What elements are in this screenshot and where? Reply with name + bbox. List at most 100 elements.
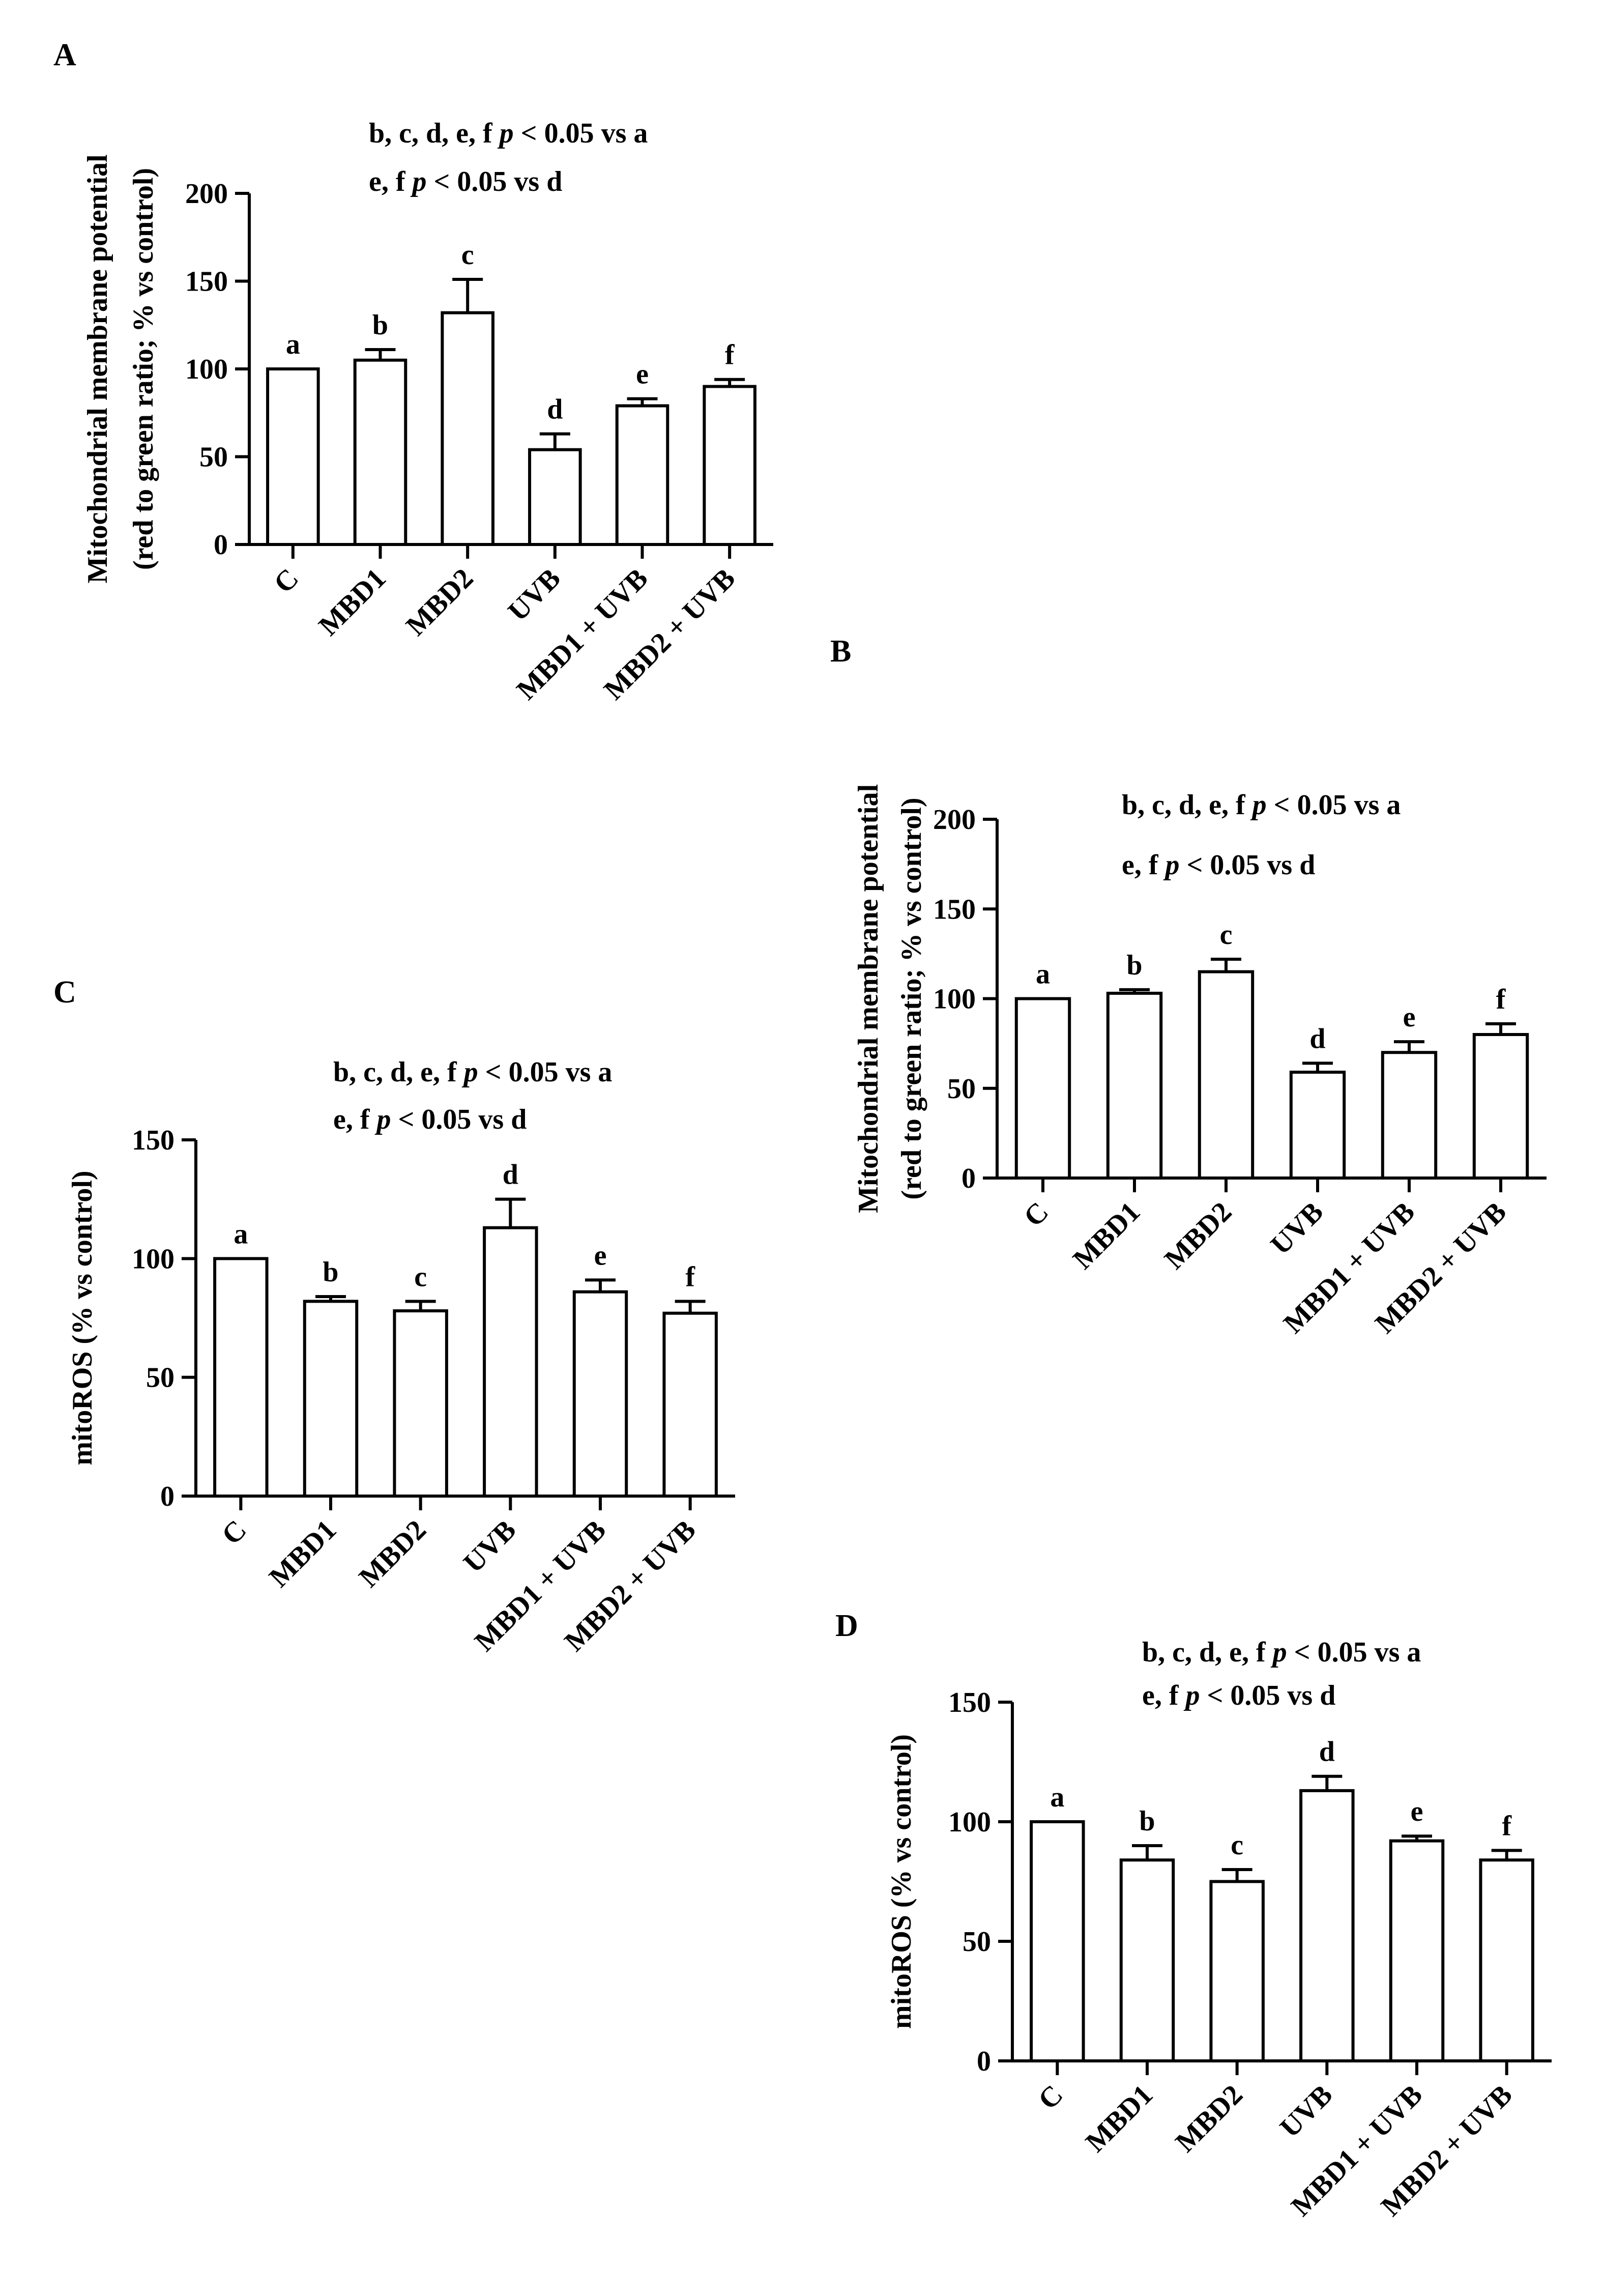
bar bbox=[1389, 1839, 1445, 2063]
panel-d: Db, c, d, e, f p < 0.05 vs a e, f p < 0.0… bbox=[835, 1609, 1552, 2222]
bar-letter: c bbox=[414, 1261, 427, 1293]
y-tick-label: 200 bbox=[185, 178, 228, 210]
bar bbox=[615, 404, 669, 546]
significance-note: b, c, d, e, f p < 0.05 vs a bbox=[369, 118, 648, 149]
y-tick-label: 50 bbox=[947, 1073, 976, 1105]
bar bbox=[441, 311, 494, 546]
bar bbox=[572, 1290, 628, 1498]
x-tick-label: C bbox=[1032, 2079, 1069, 2115]
y-axis-label: Mitochondrial membrane potential bbox=[82, 154, 113, 583]
bar-letter: d bbox=[1319, 1736, 1335, 1768]
panel-letter: D bbox=[835, 1609, 858, 1643]
bar bbox=[353, 358, 407, 546]
x-tick-label: MBD1 bbox=[263, 1514, 342, 1593]
y-tick-label: 50 bbox=[146, 1362, 174, 1394]
x-tick-label: MBD2 bbox=[400, 562, 479, 642]
y-axis-label: Mitochondrial membrane potential bbox=[853, 784, 884, 1213]
y-axis-label: (red to green ratio; % vs control) bbox=[128, 168, 159, 570]
panel-letter: B bbox=[830, 634, 851, 669]
bar-letter: e bbox=[1403, 1001, 1416, 1033]
panel-letter: A bbox=[53, 38, 76, 72]
panel-c: Cb, c, d, e, f p < 0.05 vs a e, f p < 0.0… bbox=[53, 975, 735, 1657]
bar bbox=[1014, 997, 1071, 1180]
bar bbox=[1289, 1071, 1346, 1180]
significance-note: e, f p < 0.05 vs d bbox=[1142, 1680, 1335, 1711]
x-tick-label: MBD2 bbox=[1158, 1196, 1238, 1275]
bar bbox=[1198, 970, 1255, 1180]
x-tick-label: UVB bbox=[1265, 1196, 1329, 1260]
bar-letter: a bbox=[234, 1218, 248, 1250]
bar bbox=[213, 1257, 269, 1498]
bar bbox=[703, 385, 756, 546]
bar-letter: e bbox=[636, 359, 649, 390]
significance-note: b, c, d, e, f p < 0.05 vs a bbox=[1122, 789, 1401, 821]
significance-note: b, c, d, e, f p < 0.05 vs a bbox=[1142, 1637, 1421, 1668]
bar bbox=[1119, 1858, 1175, 2062]
bar-letter: b bbox=[1139, 1805, 1155, 1837]
x-tick-label: MBD2 bbox=[1170, 2079, 1249, 2158]
bar-letter: f bbox=[725, 339, 735, 371]
bar-letter: c bbox=[461, 239, 474, 271]
bar bbox=[1209, 1880, 1265, 2062]
bar bbox=[266, 367, 320, 546]
bar-letter: c bbox=[1220, 919, 1233, 951]
bar-letter: c bbox=[1231, 1829, 1243, 1861]
bar-letter: f bbox=[1496, 984, 1506, 1015]
bar bbox=[1299, 1789, 1355, 2062]
bar-letter: b bbox=[372, 309, 388, 341]
bar-letter: f bbox=[1502, 1810, 1512, 1842]
y-tick-label: 150 bbox=[185, 266, 228, 298]
y-tick-label: 150 bbox=[948, 1687, 991, 1718]
bar bbox=[1479, 1858, 1534, 2062]
bar bbox=[1381, 1051, 1438, 1180]
bar bbox=[483, 1226, 538, 1498]
bar-letter: a bbox=[286, 329, 300, 360]
y-tick-label: 0 bbox=[214, 529, 228, 561]
y-tick-label: 100 bbox=[948, 1806, 991, 1838]
y-axis-label: (red to green ratio; % vs control) bbox=[896, 797, 927, 1199]
y-tick-label: 100 bbox=[132, 1243, 174, 1275]
y-axis-label: mitoROS (% vs control) bbox=[886, 1734, 917, 2029]
bar-letter: e bbox=[594, 1240, 607, 1271]
y-tick-label: 50 bbox=[199, 442, 228, 473]
y-axis-label: mitoROS (% vs control) bbox=[67, 1170, 98, 1465]
bar-letter: f bbox=[685, 1261, 695, 1293]
bar bbox=[1472, 1033, 1529, 1180]
x-tick-label: MBD1 bbox=[1080, 2079, 1159, 2158]
x-tick-label: UVB bbox=[457, 1514, 522, 1578]
x-tick-label: MBD2 bbox=[353, 1514, 432, 1593]
y-tick-label: 150 bbox=[132, 1125, 174, 1156]
bar-letter: b bbox=[323, 1256, 338, 1288]
y-tick-label: 100 bbox=[185, 354, 228, 385]
significance-note: b, c, d, e, f p < 0.05 vs a bbox=[333, 1056, 612, 1088]
x-tick-label: C bbox=[1018, 1196, 1055, 1232]
y-tick-label: 0 bbox=[977, 2046, 991, 2077]
bar bbox=[393, 1309, 448, 1498]
y-tick-label: 0 bbox=[160, 1481, 174, 1512]
x-tick-label: UVB bbox=[1274, 2079, 1338, 2143]
bar-letter: a bbox=[1036, 959, 1050, 990]
x-tick-label: UVB bbox=[502, 562, 567, 627]
y-tick-label: 150 bbox=[933, 894, 976, 925]
significance-note: e, f p < 0.05 vs d bbox=[1122, 849, 1315, 881]
panel-letter: C bbox=[53, 975, 76, 1010]
panel-b: Bb, c, d, e, f p < 0.05 vs a e, f p < 0.0… bbox=[830, 634, 1547, 1339]
x-tick-label: C bbox=[216, 1514, 252, 1551]
significance-note: e, f p < 0.05 vs d bbox=[369, 166, 562, 197]
bar-letter: b bbox=[1126, 950, 1142, 981]
bar-letter: d bbox=[547, 394, 563, 425]
y-tick-label: 100 bbox=[933, 984, 976, 1015]
bar-letter: d bbox=[503, 1159, 518, 1191]
y-tick-label: 0 bbox=[961, 1163, 976, 1194]
bar bbox=[1106, 991, 1163, 1180]
x-tick-label: C bbox=[268, 562, 305, 599]
bar-letter: e bbox=[1411, 1796, 1423, 1827]
x-tick-label: MBD1 bbox=[1067, 1196, 1146, 1275]
bar bbox=[1030, 1820, 1085, 2062]
bar bbox=[528, 448, 582, 547]
bar bbox=[662, 1311, 718, 1498]
bar bbox=[303, 1300, 359, 1498]
y-tick-label: 200 bbox=[933, 804, 976, 836]
y-tick-label: 50 bbox=[963, 1926, 991, 1958]
